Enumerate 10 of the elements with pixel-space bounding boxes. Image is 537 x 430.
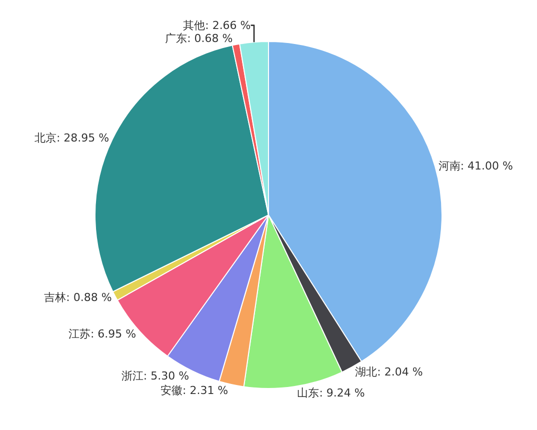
- slice-label: 浙江: 5.30 %: [121, 370, 190, 383]
- slice-label: 吉林: 0.88 %: [44, 290, 112, 304]
- slice-label: 其他: 2.66 %: [183, 18, 251, 32]
- slice-label: 安徽: 2.31 %: [160, 384, 228, 398]
- slice-label: 山东: 9.24 %: [297, 386, 365, 400]
- slice-label: 江苏: 6.95 %: [68, 327, 136, 340]
- slice-label: 河南: 41.00 %: [438, 160, 514, 173]
- slice-label: 北京: 28.95 %: [34, 132, 110, 145]
- slice-label: 湖北: 2.04 %: [355, 366, 423, 379]
- slice-label: 广东: 0.68 %: [165, 32, 233, 45]
